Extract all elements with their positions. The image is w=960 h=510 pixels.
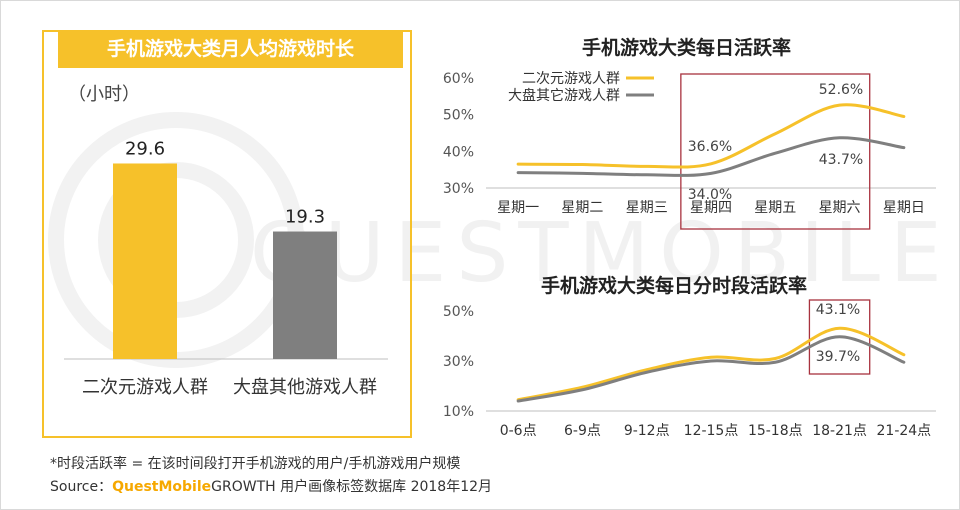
timeslot-chart-series-yellow-line — [516, 326, 906, 402]
weekday-chart-data-label: 52.6% — [819, 82, 863, 98]
bar-category-label: 大盘其他游戏人群 — [233, 377, 377, 398]
timeslot-chart-x-tick-label: 12-15点 — [684, 423, 739, 439]
weekday-chart-x-tick-label: 星期二 — [561, 200, 603, 216]
timeslot-chart-x-tick-label: 21-24点 — [877, 423, 932, 439]
weekday-chart-x-tick-label: 星期五 — [754, 200, 796, 216]
weekday-chart-data-label: 34.0% — [688, 187, 732, 203]
source-rest: GROWTH 用户画像标签数据库 2018年12月 — [211, 479, 493, 495]
timeslot-chart-x-tick-label: 0-6点 — [500, 423, 537, 439]
weekday-chart-x-tick-label: 星期三 — [626, 200, 668, 216]
timeslot-chart-x-tick-label: 15-18点 — [748, 423, 803, 439]
timeslot-chart-data-label: 39.7% — [816, 349, 860, 365]
source-line: Source：QuestMobileGROWTH 用户画像标签数据库 2018年… — [50, 476, 492, 496]
weekday-chart-data-label: 36.6% — [688, 139, 732, 155]
weekday-legend-label: 二次元游戏人群 — [522, 71, 620, 87]
weekday-chart-series-yellow-line — [516, 103, 906, 169]
weekday-chart-highlight-box — [680, 73, 871, 230]
timeslot-chart-y-tick-label: 30% — [443, 354, 474, 370]
left-chart-unit: （小时） — [68, 84, 140, 105]
weekday-chart-y-tick-label: 50% — [443, 108, 474, 124]
footnote: *时段活跃率 = 在该时间段打开手机游戏的用户/手机游戏用户规模 — [50, 456, 461, 472]
weekday-chart-series-gray-line — [516, 136, 906, 177]
weekday-chart-data-label: 43.7% — [819, 152, 863, 168]
timeslot-chart-x-tick-label: 18-21点 — [812, 423, 867, 439]
weekday-chart-y-tick-label: 30% — [443, 181, 474, 197]
weekday-legend-label: 大盘其它游戏人群 — [508, 87, 620, 104]
bar-category-label: 二次元游戏人群 — [82, 377, 208, 398]
timeslot-chart-x-tick-label: 9-12点 — [624, 423, 670, 439]
top-chart-title: 手机游戏大类每日活跃率 — [582, 37, 792, 59]
source-prefix: Source： — [50, 479, 113, 495]
source-brand: QuestMobile — [112, 479, 212, 495]
bottom-chart-title: 手机游戏大类每日分时段活跃率 — [541, 275, 808, 297]
bar-value-label: 29.6 — [125, 138, 165, 159]
left-chart-title: 手机游戏大类月人均游戏时长 — [58, 30, 403, 68]
timeslot-chart-y-tick-label: 10% — [443, 404, 474, 420]
weekday-chart-x-tick-label: 星期四 — [690, 200, 732, 216]
bar-1 — [113, 163, 177, 359]
bar-2 — [273, 231, 337, 359]
timeslot-chart-data-label: 43.1% — [816, 302, 860, 318]
weekday-chart-y-tick-label: 40% — [443, 144, 474, 160]
timeslot-chart-y-tick-label: 50% — [443, 304, 474, 320]
timeslot-chart-series-gray-line — [516, 335, 906, 403]
watermark-text: QUESTMOBILE — [250, 206, 952, 301]
weekday-chart-x-tick-label: 星期六 — [819, 200, 861, 216]
timeslot-chart-x-tick-label: 6-9点 — [564, 423, 601, 439]
weekday-chart-x-tick-label: 星期日 — [883, 200, 925, 216]
weekday-chart-x-tick-label: 星期一 — [497, 200, 539, 216]
weekday-chart-y-tick-label: 60% — [443, 71, 474, 87]
bar-value-label: 19.3 — [285, 207, 325, 228]
